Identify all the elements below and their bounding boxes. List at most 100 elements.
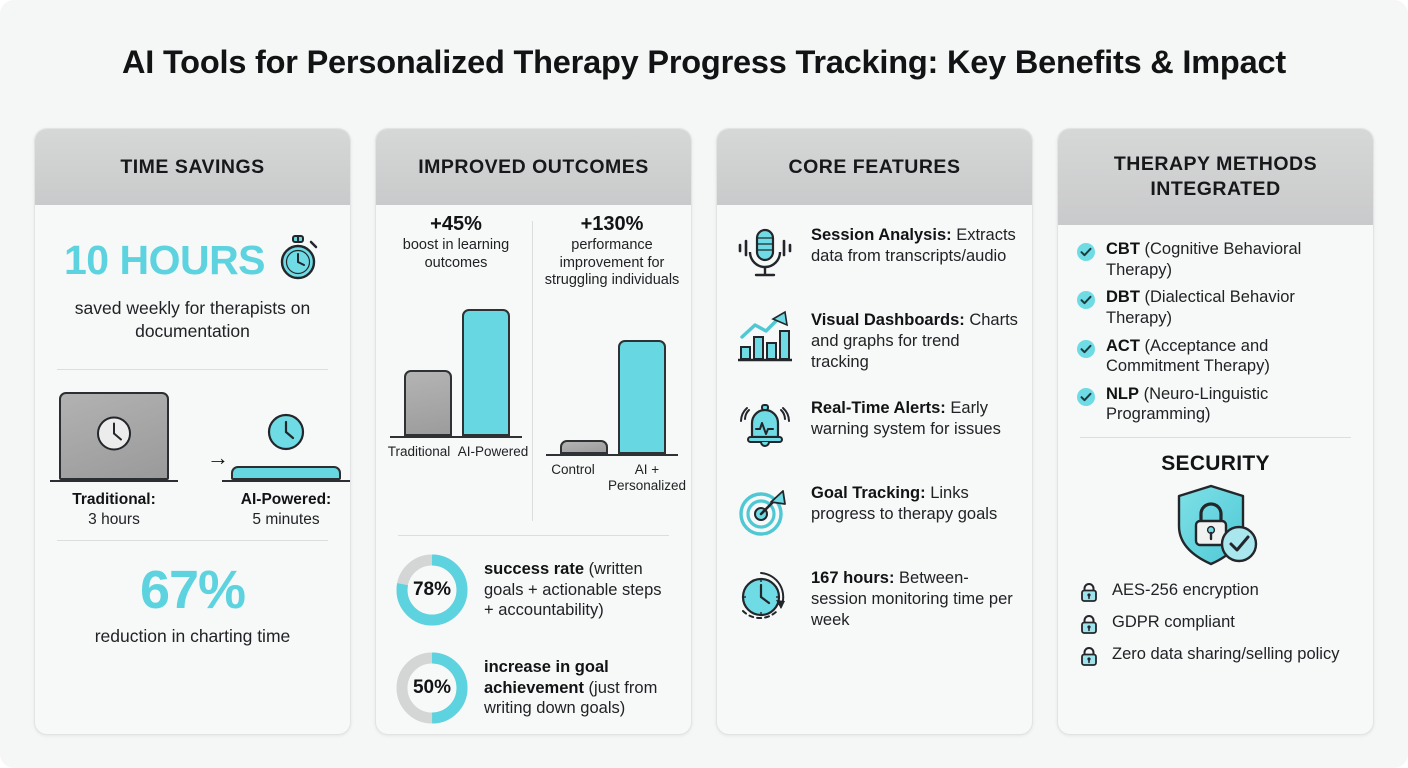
chart-axis	[546, 454, 678, 457]
security-item-text: AES-256 encryption	[1112, 581, 1259, 599]
card-title: IMPROVED OUTCOMES	[418, 155, 649, 178]
feature-description: Links progress to therapy goals	[811, 483, 998, 523]
divider	[1080, 437, 1351, 438]
card-core-features: CORE FEATURES	[716, 128, 1033, 735]
donut-description-bold: increase in goal achievement	[484, 657, 609, 697]
method-abbr: NLP	[1106, 384, 1139, 403]
feature-title: Real-Time Alerts:	[811, 398, 946, 417]
feature-description: Between-session monitoring time per week	[811, 568, 1013, 629]
feature-title: Session Analysis:	[811, 226, 952, 244]
method-expansion: (Neuro-Linguistic Programming)	[1106, 384, 1269, 424]
x-label: AI + Personalized	[607, 462, 686, 494]
chart-axis	[390, 436, 522, 439]
card-header-time-savings: TIME SAVINGS	[35, 129, 350, 205]
bar-plot	[382, 278, 530, 439]
donut-chart-50: 50%	[394, 650, 470, 726]
lock-icon	[1078, 581, 1100, 603]
card-body-time-savings: 10 HOURS saved weekly for the	[35, 234, 350, 734]
stopwatch-icon	[275, 234, 321, 287]
divider	[398, 535, 669, 536]
feature-monitoring-hours: 167 hours: Between-session monitoring ti…	[733, 564, 1018, 631]
method-abbr: CBT	[1106, 240, 1140, 258]
card-header-core-features: CORE FEATURES	[717, 129, 1032, 205]
x-label: Traditional	[387, 444, 451, 460]
page-title: AI Tools for Personalized Therapy Progre…	[122, 44, 1286, 80]
donut-chart-78: 78%	[394, 552, 470, 628]
card-title: TIME SAVINGS	[120, 155, 265, 178]
method-act: ACT (Acceptance and Commitment Therapy)	[1076, 336, 1357, 377]
reduction-percentage: 67%	[139, 560, 246, 621]
x-label: AI-Powered	[457, 444, 529, 460]
method-text: CBT (Cognitive Behavioral Therapy)	[1106, 239, 1357, 280]
chart-headline: +45%	[430, 213, 482, 235]
methods-list: CBT (Cognitive Behavioral Therapy) DBT (…	[1058, 225, 1373, 425]
donut-description: success rate (written goals + actionable…	[484, 559, 675, 621]
ai-powered-block: AI-Powered: 5 minutes	[222, 392, 350, 529]
outcome-charts: +45% boost in learning outcomes Traditio…	[376, 205, 691, 535]
bar-ai-powered	[462, 309, 510, 437]
method-abbr: DBT	[1106, 288, 1140, 307]
reduction-caption: reduction in charting time	[94, 626, 291, 647]
bar-plot	[538, 296, 686, 457]
security-item-text: Zero data sharing/selling policy	[1112, 645, 1340, 663]
feature-title: 167 hours:	[811, 568, 895, 587]
donut-row-goal-achievement: 50% increase in goal achievement (just f…	[394, 650, 675, 726]
method-expansion: (Cognitive Behavioral Therapy)	[1106, 240, 1302, 279]
chart-x-labels: Control AI + Personalized	[538, 462, 686, 494]
traditional-block: Traditional: 3 hours	[50, 392, 178, 529]
shield-lock-check-icon	[1058, 482, 1373, 570]
bar-traditional	[404, 370, 452, 437]
ai-powered-label-text: AI-Powered:	[240, 491, 332, 509]
donut-stats: 78% success rate (written goals + action…	[376, 536, 691, 726]
alert-bell-icon	[733, 394, 797, 458]
traditional-label: Traditional: 3 hours	[59, 491, 169, 529]
feature-goal-tracking: Goal Tracking: Links progress to therapy…	[733, 479, 1018, 543]
feature-visual-dashboards: Visual Dashboards: Charts and graphs for…	[733, 306, 1018, 373]
security-item-text: GDPR compliant	[1112, 613, 1235, 631]
baseline	[222, 480, 350, 483]
card-title: CORE FEATURES	[788, 155, 961, 178]
hero-value: 10 HOURS	[63, 237, 266, 283]
check-circle-icon	[1076, 242, 1096, 262]
donut-description-bold: success rate	[484, 559, 584, 578]
card-body-core-features: Session Analysis: Extracts data from tra…	[717, 205, 1032, 734]
security-item-gdpr: GDPR compliant	[1078, 612, 1357, 635]
microphone-icon	[733, 221, 797, 285]
donut-description-rest: (written goals + actionable steps + acco…	[484, 559, 662, 620]
divider	[57, 369, 328, 371]
check-circle-icon	[1076, 387, 1096, 407]
check-circle-icon	[1076, 290, 1096, 310]
feature-title: Visual Dashboards:	[811, 311, 965, 329]
security-item-zero-sharing: Zero data sharing/selling policy	[1078, 644, 1357, 667]
security-title: SECURITY	[1161, 452, 1270, 475]
check-circle-icon	[1076, 339, 1096, 359]
feature-text: 167 hours: Between-session monitoring ti…	[811, 564, 1018, 631]
feature-text: Visual Dashboards: Charts and graphs for…	[811, 306, 1018, 373]
lock-icon	[1078, 613, 1100, 635]
feature-description: Charts and graphs for trend tracking	[811, 311, 1018, 371]
method-text: DBT (Dialectical Behavior Therapy)	[1106, 287, 1357, 328]
time-comparison: Traditional: 3 hours →	[35, 390, 350, 540]
method-nlp: NLP (Neuro-Linguistic Programming)	[1076, 384, 1357, 425]
clock-icon	[94, 414, 134, 459]
lock-icon	[1078, 645, 1100, 667]
chart-caption: performance improvement for struggling i…	[544, 237, 680, 289]
feature-title: Goal Tracking:	[811, 483, 926, 502]
ai-powered-bar	[231, 466, 341, 481]
traditional-label-text: Traditional:	[72, 491, 156, 509]
clock-arrow-icon	[733, 564, 797, 628]
target-icon	[733, 479, 797, 543]
hero-subtitle: saved weekly for therapists on documenta…	[74, 298, 311, 342]
ai-powered-label: AI-Powered: 5 minutes	[231, 491, 341, 529]
features-list: Session Analysis: Extracts data from tra…	[717, 205, 1032, 631]
feature-description: Extracts data from transcripts/audio	[811, 226, 1016, 265]
method-expansion: (Acceptance and Commitment Therapy)	[1106, 336, 1270, 376]
chart-x-labels: Traditional AI-Powered	[382, 444, 530, 460]
traditional-bar	[59, 392, 169, 481]
clock-icon	[265, 411, 307, 458]
card-improved-outcomes: IMPROVED OUTCOMES +45% boost in learning…	[375, 128, 692, 735]
feature-real-time-alerts: Real-Time Alerts: Early warning system f…	[733, 394, 1018, 458]
feature-text: Session Analysis: Extracts data from tra…	[811, 221, 1018, 267]
traditional-value: 3 hours	[88, 511, 140, 529]
